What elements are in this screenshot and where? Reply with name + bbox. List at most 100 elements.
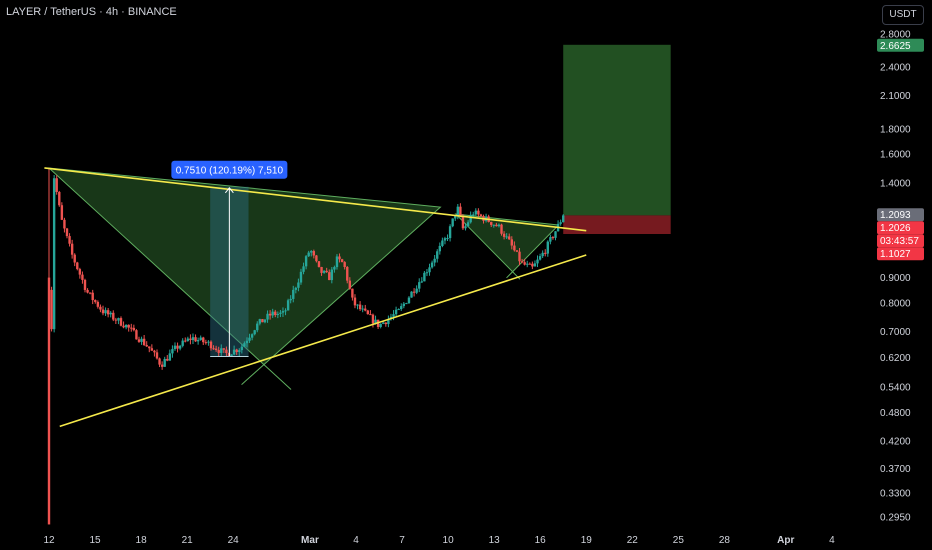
candle[interactable]	[353, 294, 357, 309]
candle[interactable]	[533, 260, 537, 267]
candle[interactable]	[225, 346, 228, 357]
candle[interactable]	[335, 254, 339, 270]
candle[interactable]	[286, 298, 290, 311]
candle[interactable]	[544, 249, 547, 257]
candle[interactable]	[230, 354, 233, 357]
candle[interactable]	[124, 324, 128, 330]
candle[interactable]	[114, 317, 118, 325]
candle[interactable]	[320, 266, 323, 276]
trendline-lower[interactable]	[59, 254, 587, 428]
candle[interactable]	[531, 261, 534, 270]
candle[interactable]	[328, 269, 331, 281]
candle[interactable]	[523, 258, 526, 266]
stop-zone[interactable]	[563, 215, 671, 235]
candle[interactable]	[400, 303, 403, 311]
candle[interactable]	[405, 302, 408, 305]
candle[interactable]	[189, 334, 192, 345]
candle[interactable]	[106, 307, 110, 318]
candle[interactable]	[196, 337, 200, 345]
candle[interactable]	[178, 344, 182, 351]
candle[interactable]	[52, 175, 56, 333]
candle[interactable]	[376, 319, 380, 329]
candle[interactable]	[158, 357, 161, 368]
candle[interactable]	[184, 337, 187, 343]
candle[interactable]	[245, 337, 249, 348]
candle[interactable]	[551, 236, 555, 240]
candle[interactable]	[299, 268, 303, 285]
candle[interactable]	[456, 204, 460, 220]
candle[interactable]	[68, 233, 71, 247]
candle[interactable]	[317, 261, 321, 268]
candle[interactable]	[423, 270, 426, 282]
candle[interactable]	[209, 340, 213, 351]
candle[interactable]	[73, 253, 76, 267]
candle[interactable]	[83, 278, 87, 293]
candle[interactable]	[490, 221, 493, 227]
candle[interactable]	[176, 342, 179, 353]
candle[interactable]	[497, 223, 501, 228]
candle[interactable]	[155, 349, 159, 360]
candle[interactable]	[140, 336, 143, 345]
candle[interactable]	[310, 250, 313, 257]
candle[interactable]	[340, 258, 344, 263]
candle[interactable]	[253, 329, 256, 336]
candle[interactable]	[212, 345, 215, 350]
candle[interactable]	[466, 220, 470, 228]
candle[interactable]	[397, 308, 400, 311]
candle[interactable]	[104, 307, 107, 317]
candle[interactable]	[289, 295, 292, 304]
candle[interactable]	[361, 305, 364, 313]
candle[interactable]	[266, 310, 269, 323]
candle[interactable]	[63, 217, 66, 233]
candle[interactable]	[191, 333, 195, 345]
candle[interactable]	[240, 343, 244, 354]
candle[interactable]	[148, 346, 151, 353]
candle[interactable]	[91, 289, 94, 305]
candle[interactable]	[238, 348, 241, 357]
candle[interactable]	[204, 339, 208, 345]
candle[interactable]	[307, 250, 310, 258]
candle[interactable]	[387, 315, 390, 328]
candle[interactable]	[556, 220, 560, 232]
candle[interactable]	[122, 321, 125, 329]
candle[interactable]	[214, 345, 218, 352]
candle[interactable]	[348, 277, 352, 290]
candle[interactable]	[284, 308, 287, 316]
handle-shape[interactable]	[454, 213, 560, 280]
candle[interactable]	[410, 291, 413, 298]
trendline-upper[interactable]	[44, 167, 587, 232]
candle[interactable]	[279, 309, 282, 318]
candle[interactable]	[153, 349, 156, 357]
candle[interactable]	[394, 306, 398, 317]
candle[interactable]	[160, 361, 164, 370]
candle[interactable]	[451, 218, 454, 228]
candle[interactable]	[168, 349, 172, 361]
candle[interactable]	[448, 224, 452, 242]
candle[interactable]	[88, 292, 92, 295]
candle[interactable]	[81, 271, 84, 284]
candle[interactable]	[302, 262, 305, 275]
candle[interactable]	[438, 242, 442, 255]
candle[interactable]	[338, 253, 341, 263]
candle[interactable]	[132, 324, 136, 332]
candle[interactable]	[549, 234, 552, 245]
candle[interactable]	[281, 307, 285, 317]
candle[interactable]	[127, 324, 130, 332]
candle[interactable]	[472, 211, 475, 218]
candle[interactable]	[137, 336, 141, 343]
candle[interactable]	[292, 285, 295, 303]
candle[interactable]	[520, 258, 524, 264]
candle[interactable]	[513, 241, 516, 252]
candle[interactable]	[117, 317, 120, 325]
candle[interactable]	[384, 322, 388, 327]
candle[interactable]	[528, 262, 532, 265]
candle[interactable]	[554, 231, 557, 241]
candle[interactable]	[459, 203, 462, 218]
candle[interactable]	[351, 288, 354, 301]
candle[interactable]	[420, 277, 424, 284]
candle[interactable]	[479, 213, 483, 217]
candle[interactable]	[454, 215, 457, 221]
candle[interactable]	[220, 344, 223, 356]
candle[interactable]	[510, 236, 514, 250]
